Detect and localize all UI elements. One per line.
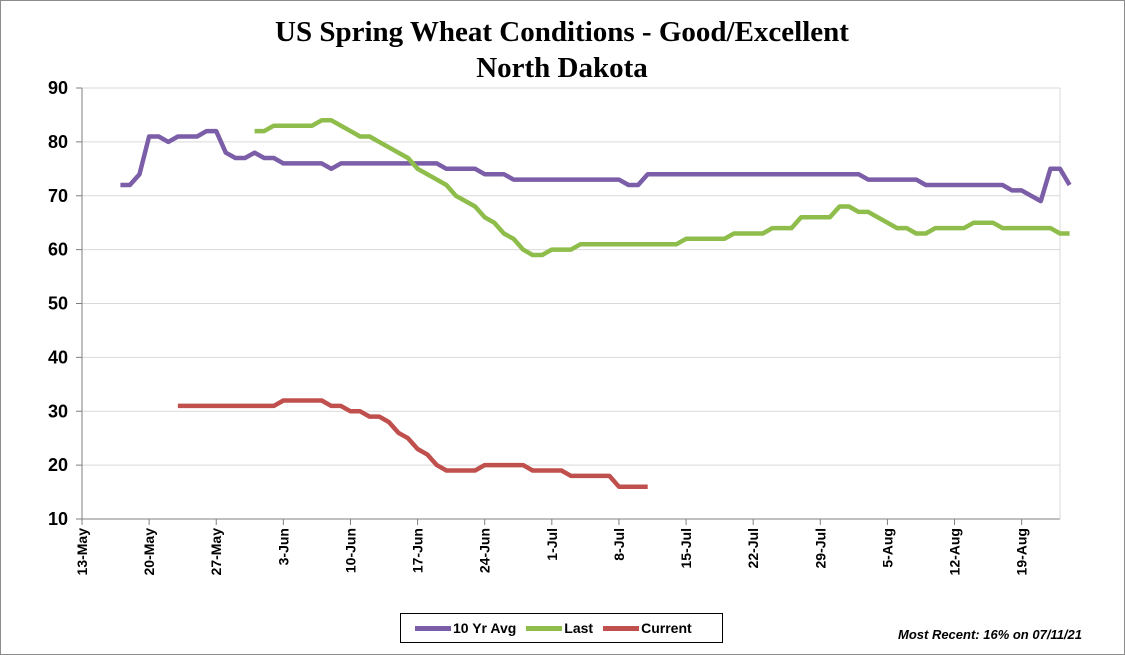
- series-line-current: [177, 398, 648, 489]
- legend: 10 Yr Avg Last Current: [400, 613, 723, 643]
- x-tick-label: 24-Jun: [477, 528, 493, 573]
- x-tick-label: 5-Aug: [879, 528, 895, 568]
- legend-label-last: Last: [564, 620, 594, 636]
- x-tick-label: 17-Jun: [410, 528, 426, 573]
- chart-subtitle: North Dakota: [476, 52, 648, 84]
- x-tick-label: 10-Jun: [342, 528, 358, 573]
- x-tick-label: 8-Jul: [611, 528, 627, 561]
- most-recent-note: Most Recent: 16% on 07/11/21: [898, 627, 1082, 642]
- x-tick-label: 19-Aug: [1014, 528, 1030, 575]
- x-tick-label: 22-Jul: [745, 528, 761, 568]
- legend-label-10yr-avg: 10 Yr Avg: [453, 620, 517, 636]
- legend-item-current: Current: [603, 620, 692, 636]
- x-tick-label: 20-May: [141, 528, 157, 576]
- x-tick-label: 1-Jul: [544, 528, 560, 561]
- y-tick-label: 60: [48, 240, 68, 260]
- x-tick-label: 15-Jul: [678, 528, 694, 568]
- x-tick-label: 12-Aug: [947, 528, 963, 575]
- legend-swatch-10yr-avg: [415, 625, 451, 631]
- legend-label-current: Current: [641, 620, 692, 636]
- legend-swatch-last: [526, 625, 563, 631]
- y-tick-label: 90: [48, 78, 68, 98]
- x-tick-label: 13-May: [74, 528, 90, 576]
- chart-title: US Spring Wheat Conditions - Good/Excell…: [275, 16, 849, 48]
- x-tick-label: 3-Jun: [275, 528, 291, 565]
- y-tick-label: 80: [48, 132, 68, 152]
- y-tick-label: 30: [48, 401, 68, 421]
- x-tick-label: 27-May: [208, 528, 224, 576]
- legend-item-last: Last: [526, 620, 593, 636]
- series-line-last: [254, 118, 1070, 258]
- legend-swatch-current: [603, 625, 640, 631]
- plot-area: 10 20 30 40 50 60 70 80 90 13-May 20-May 27-May 3-Ju…: [48, 78, 1072, 576]
- y-tick-label: 70: [48, 186, 68, 206]
- y-tick-label: 50: [48, 294, 68, 314]
- legend-item-10yr-avg: 10 Yr Avg: [415, 620, 516, 636]
- y-tick-label: 40: [48, 347, 68, 367]
- y-tick-label: 10: [48, 509, 68, 529]
- x-tick-label: 29-Jul: [812, 528, 828, 568]
- y-tick-label: 20: [48, 455, 68, 475]
